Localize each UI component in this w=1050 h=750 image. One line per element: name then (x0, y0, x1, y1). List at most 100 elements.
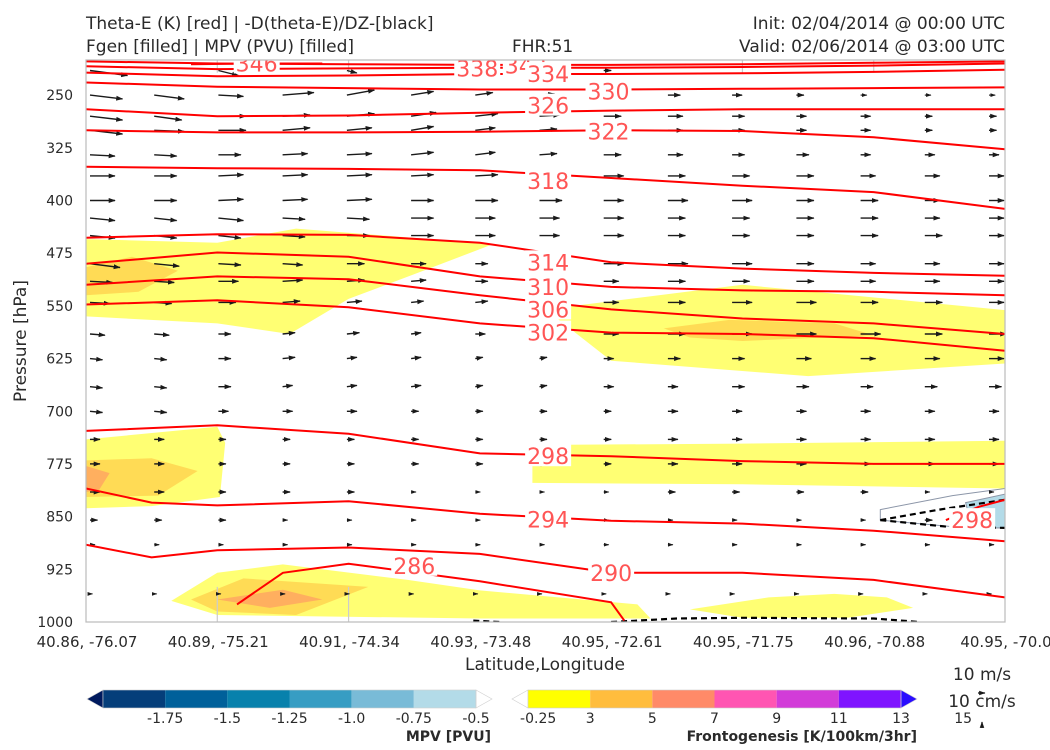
plot-frame (85, 59, 1006, 623)
colorbar-tick-label: -0.5 (462, 711, 489, 727)
wind-vector (282, 330, 296, 336)
wind-vector (154, 332, 170, 338)
y-tick-label: 1000 (37, 615, 73, 631)
wind-vector (539, 151, 558, 157)
colorbar-segment (103, 690, 166, 708)
wind-vector (346, 216, 371, 222)
theta-e-label-bg (525, 93, 572, 116)
wind-vector (282, 172, 309, 178)
theta-e-label-bg (525, 444, 572, 467)
y-tick-label: 850 (46, 510, 73, 526)
theta-e-line (86, 129, 1005, 151)
theta-e-label: 294 (527, 508, 569, 533)
colorbar-segment (165, 690, 228, 708)
wind-vector (411, 172, 435, 178)
wind-vector (282, 151, 309, 157)
wind-vector (282, 234, 306, 239)
theta-e-line (86, 487, 1005, 543)
y-tick-label: 700 (46, 404, 73, 420)
theta-e-label: 302 (527, 322, 569, 347)
dashed-contour (611, 616, 920, 622)
wind-vector (89, 279, 114, 285)
wind-vector (282, 125, 311, 131)
theta-e-label-bg (525, 250, 572, 273)
colorbar-segment (86, 689, 104, 709)
wind-vector (154, 263, 180, 269)
wind-vector (410, 90, 435, 96)
y-tick-label: 325 (46, 141, 73, 157)
theta-e-label: 318 (527, 170, 569, 195)
wind-vector (282, 262, 304, 268)
y-tick-label: 775 (46, 457, 73, 473)
wind-vector (282, 299, 301, 305)
wind-vector (218, 172, 245, 178)
theta-e-label-bg (585, 79, 632, 102)
frontogenesis-fill (532, 440, 1005, 489)
wind-vector (89, 217, 116, 223)
forecast-hour-label: FHR:51 (512, 37, 574, 57)
colorbar-tick-label: -0.75 (396, 711, 432, 727)
y-tick-label: 400 (46, 194, 73, 210)
wind-vector (89, 409, 104, 415)
colorbar-segment (511, 689, 529, 709)
wind-vector (346, 197, 373, 203)
y-tick-label: 550 (46, 299, 73, 315)
dashed-contour (880, 498, 1005, 522)
wind-vector (475, 299, 489, 305)
wind-vector (89, 115, 124, 122)
mpv-colorbar: -1.75 -1.5 -1.25 -1.0 -0.75 -0.5 -0.25 (86, 689, 556, 727)
frontogenesis-fill (689, 593, 914, 618)
wind-vector (89, 332, 106, 338)
wind-vector (346, 383, 358, 389)
mpv-colorbar-label: MPV [PVU] (406, 729, 491, 745)
theta-e-label: 310 (527, 276, 569, 301)
colorbar-segment (227, 690, 290, 708)
colorbar-tick-label: -0.25 (520, 711, 556, 727)
wind-vector (411, 299, 425, 305)
frontogenesis-fill (217, 589, 323, 608)
frontogenesis-fill (86, 466, 110, 492)
theta-e-label: 334 (527, 63, 569, 88)
colorbar-tick-label: -1.25 (271, 711, 307, 727)
init-time-label: Init: 02/04/2014 @ 00:00 UTC (752, 14, 1005, 34)
y-tick-label: 250 (46, 88, 73, 104)
wind-vector (346, 299, 363, 305)
wind-vector (154, 153, 178, 159)
wind-vector (475, 172, 499, 178)
colorbar-tick-label: -1.0 (338, 711, 365, 727)
theta-e-label-bg (585, 119, 632, 142)
colorbar-segment (652, 690, 715, 708)
wind-vector (154, 356, 168, 362)
theta-e-label-bg (525, 297, 572, 320)
colorbar-tick-label: 15 (954, 711, 972, 727)
theta-e-label-bg (233, 60, 280, 74)
theta-e-label: 306 (527, 298, 569, 323)
theta-e-label-bg (525, 168, 572, 191)
wind-vector (346, 125, 373, 131)
valid-time-label: Valid: 02/06/2014 @ 03:00 UTC (739, 37, 1005, 57)
wind-vector (346, 88, 376, 96)
wind-vector (218, 93, 245, 99)
colorbar-segment (590, 690, 653, 708)
theta-e-label-bg (525, 320, 572, 343)
theta-e-label: 330 (588, 81, 630, 106)
y-tick-label: 625 (46, 352, 73, 368)
theta-e-label: 298 (951, 509, 993, 534)
wind-vector (154, 115, 183, 122)
colorbar-tick-label: 9 (772, 711, 781, 727)
colorbar-tick-label: 7 (710, 711, 719, 727)
theta-e-label: 298 (527, 445, 569, 470)
wind-vector (154, 217, 178, 223)
wind-vector (410, 125, 435, 131)
y-tick-label: 475 (46, 246, 73, 262)
colorbar-segment (413, 690, 476, 708)
x-tick-label: 40.93, -73.48 (430, 633, 531, 651)
colorbar-frame (527, 689, 902, 709)
theta-e-label: 290 (590, 562, 632, 587)
theta-e-label-bg (454, 60, 501, 79)
x-tick-label: 40.96, -70.88 (824, 633, 925, 651)
wind-vector (89, 94, 124, 101)
theta-e-line (86, 81, 1005, 91)
vector-scale-vertical: 10 cm/s (948, 692, 1016, 712)
theta-e-label-bg (525, 507, 572, 530)
